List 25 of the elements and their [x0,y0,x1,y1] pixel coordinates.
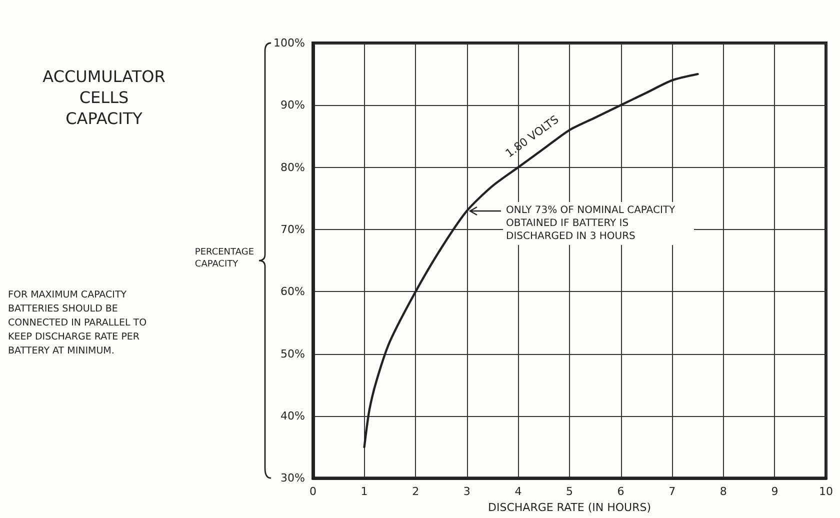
x-tick-label: 1 [360,485,368,498]
y-axis-title: PERCENTAGE CAPACITY [194,248,254,270]
y-tick-label: 70% [280,222,305,236]
x-tick-label: 6 [617,485,624,498]
y-tick-label: 100% [274,36,305,50]
y-tick-label: 30% [280,472,305,485]
text: ACCUMULATOR CELLS CAPACITY [42,67,166,128]
y-tick-label: 50% [280,347,305,360]
x-tick-label: 9 [771,485,778,498]
text: FOR MAXIMUM CAPACITY BATTERIES SHOULD BE CONNECTED IN PARALLEL TO KEEP DISCHARGE RATE PER BATTERY AT MINIMUM. [8,290,150,356]
y-tick-label: 80% [280,160,305,174]
x-tick-label: 4 [514,485,522,498]
y-tick-label: 60% [280,285,305,298]
x-tick-label: 8 [720,485,727,498]
x-tick-label: 5 [566,485,573,498]
x-tick-label: 3 [463,485,470,498]
annotation: ONLY 73% OF NOMINAL CAPACITY OBTAINED IF BATTERY IS DISCHARGED IN 3 HOURS [506,205,678,242]
x-tick-label: 2 [412,485,420,498]
x-axis-title: DISCHARGE RATE (IN HOURS) [488,501,651,514]
line-series [363,72,699,448]
x-tick-label: 10 [819,485,833,498]
x-tick-label: 7 [668,485,676,498]
y-tick-label: 40% [280,409,305,422]
x-tick-label: 0 [310,485,316,498]
y-tick-label: 90% [280,98,305,112]
